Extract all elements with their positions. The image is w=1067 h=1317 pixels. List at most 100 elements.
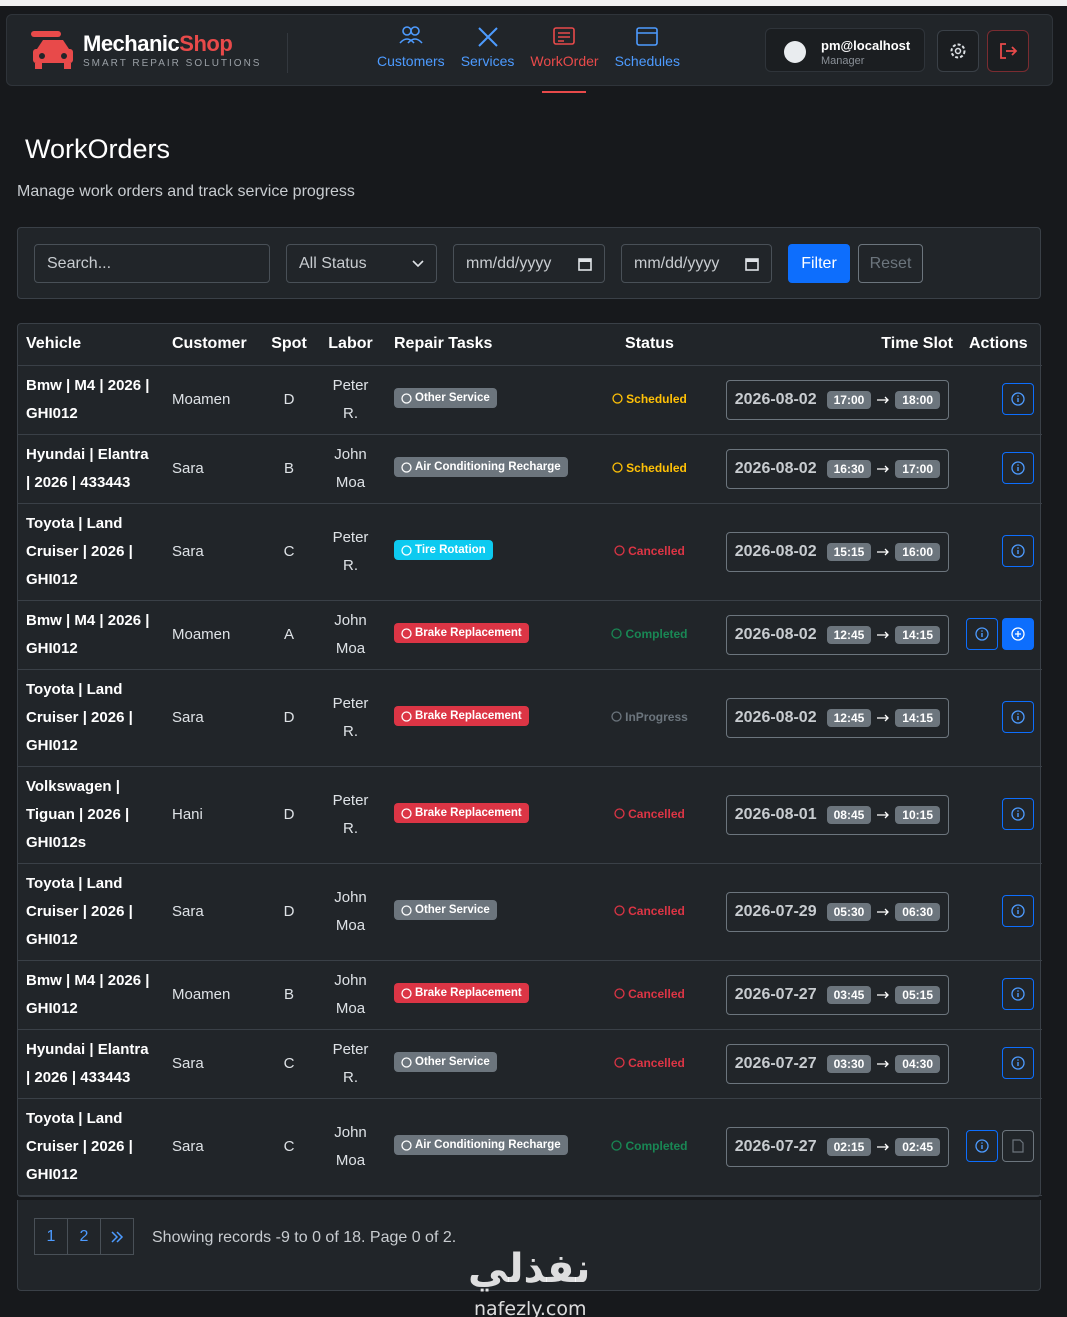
nav-label: Schedules xyxy=(614,53,680,69)
vehicle-cell: Bmw | M4 | 2026 | GHI012 xyxy=(18,365,164,435)
customer-cell: Sara xyxy=(164,1029,263,1099)
customer-cell: Sara xyxy=(164,863,263,961)
spot-cell: C xyxy=(263,503,315,601)
spot-cell: A xyxy=(263,600,315,670)
labor-cell: Peter R. xyxy=(315,503,386,601)
status: Cancelled xyxy=(628,543,685,558)
chevron xyxy=(412,259,424,267)
logout-button[interactable] xyxy=(987,30,1029,72)
customer-cell: Sara xyxy=(164,434,263,504)
info-button[interactable] xyxy=(1002,383,1034,415)
icon xyxy=(401,904,412,916)
status-value: All Status xyxy=(299,254,367,272)
spot: A xyxy=(283,625,294,643)
nav-item[interactable]: WorkOrder xyxy=(530,25,599,93)
start-time: 08:45 xyxy=(826,805,872,824)
info-button[interactable] xyxy=(1002,535,1034,567)
info-button[interactable] xyxy=(1002,1047,1034,1079)
date-from[interactable]: mm/dd/yyyy xyxy=(453,244,605,283)
spot-cell: D xyxy=(263,863,315,961)
status-badge: Cancelled xyxy=(614,1049,685,1077)
info-button[interactable] xyxy=(966,1130,998,1162)
vehicle: Toyota | Land Cruiser | 2026 | GHI012 xyxy=(26,874,133,948)
actions-cell xyxy=(961,1098,1042,1196)
table-row: Volkswagen | Tiguan | 2026 | GHI012s Hani… xyxy=(18,766,1042,864)
icon xyxy=(1011,987,1025,1001)
icon xyxy=(877,548,890,556)
task-badge: Air Conditioning Recharge xyxy=(394,1135,568,1155)
header-row: Vehicle Customer Spot Labor Repair Tasks Stat… xyxy=(18,324,1042,366)
nav-item[interactable]: Customers xyxy=(377,25,445,69)
column-header: Spot xyxy=(263,324,315,366)
icon xyxy=(635,25,659,47)
end-time: 05:15 xyxy=(895,985,940,1004)
icon xyxy=(401,1139,412,1151)
user-email: pm@localhost xyxy=(821,38,911,53)
status-cell: InProgress xyxy=(601,669,698,767)
status-badge: Cancelled xyxy=(614,897,685,925)
status: InProgress xyxy=(625,709,688,724)
info-button[interactable] xyxy=(1002,895,1034,927)
table-row: Bmw | M4 | 2026 | GHI012 Moamen A John Moa B… xyxy=(18,600,1042,670)
actions-cell xyxy=(961,503,1042,601)
labor-cell: Peter R. xyxy=(315,365,386,435)
icon xyxy=(1012,1139,1024,1153)
settings-button[interactable] xyxy=(937,30,979,72)
labor: Peter R. xyxy=(332,1040,369,1086)
date: 2026-08-02 xyxy=(734,625,817,643)
date: 2026-08-02 xyxy=(734,390,817,408)
task-cell: Tire Rotation xyxy=(386,503,601,601)
task-cell: Brake Replacement xyxy=(386,766,601,864)
user-box[interactable]: pm@localhost Manager xyxy=(765,28,925,72)
labor: Peter R. xyxy=(332,791,369,837)
page-link[interactable]: 1 xyxy=(34,1218,68,1255)
task-badge: Air Conditioning Recharge xyxy=(394,457,568,477)
icon xyxy=(877,465,890,473)
customer: Moamen xyxy=(172,985,231,1003)
info-button[interactable] xyxy=(1002,978,1034,1010)
actions-cell xyxy=(961,863,1042,961)
table-row: Bmw | M4 | 2026 | GHI012 Moamen B John Moa B… xyxy=(18,960,1042,1030)
vehicle-cell: Bmw | M4 | 2026 | GHI012 xyxy=(18,960,164,1030)
page-link[interactable]: 2 xyxy=(67,1218,101,1255)
task-cell: Brake Replacement xyxy=(386,600,601,670)
table: Vehicle Customer Spot Labor Repair Tasks Stat… xyxy=(18,324,1042,1196)
actions-cell xyxy=(961,434,1042,504)
date: 2026-07-27 xyxy=(734,1054,817,1072)
labor-cell: Peter R. xyxy=(315,766,386,864)
spot: B xyxy=(283,459,294,477)
status-badge: Cancelled xyxy=(614,800,685,828)
time-slot-cell: 2026-08-02 15:15 16:00 xyxy=(698,503,961,601)
nav-item[interactable]: Schedules xyxy=(615,25,680,69)
next-page[interactable] xyxy=(100,1218,134,1255)
icon xyxy=(877,991,890,999)
task: Tire Rotation xyxy=(415,544,486,556)
info-button[interactable] xyxy=(1002,798,1034,830)
icon xyxy=(1011,544,1025,558)
status-badge: Cancelled xyxy=(614,537,685,565)
page-subtitle: Manage work orders and track service pro… xyxy=(17,183,355,200)
avatar xyxy=(784,41,806,63)
task: Air Conditioning Recharge xyxy=(415,1139,561,1151)
start-button[interactable] xyxy=(1002,618,1034,650)
status-select[interactable]: All Status xyxy=(286,244,437,283)
filter-button[interactable]: Filter xyxy=(788,244,850,283)
page-title: WorkOrders xyxy=(25,134,171,164)
icon xyxy=(877,1060,890,1068)
actions-cell xyxy=(961,669,1042,767)
start-time: 17:00 xyxy=(826,390,872,409)
info-button[interactable] xyxy=(1002,452,1034,484)
info-button[interactable] xyxy=(1002,701,1034,733)
date-to[interactable]: mm/dd/yyyy xyxy=(621,244,772,283)
nav-item[interactable]: Services xyxy=(461,25,514,69)
labor-cell: John Moa xyxy=(315,600,386,670)
reset-button[interactable]: Reset xyxy=(858,244,923,283)
column-header: Time Slot xyxy=(698,324,961,366)
icon xyxy=(401,987,412,999)
status-cell: Completed xyxy=(601,600,698,670)
icon xyxy=(614,545,625,556)
search-input[interactable]: Search... xyxy=(34,244,270,283)
icon xyxy=(614,808,625,819)
info-button[interactable] xyxy=(966,618,998,650)
